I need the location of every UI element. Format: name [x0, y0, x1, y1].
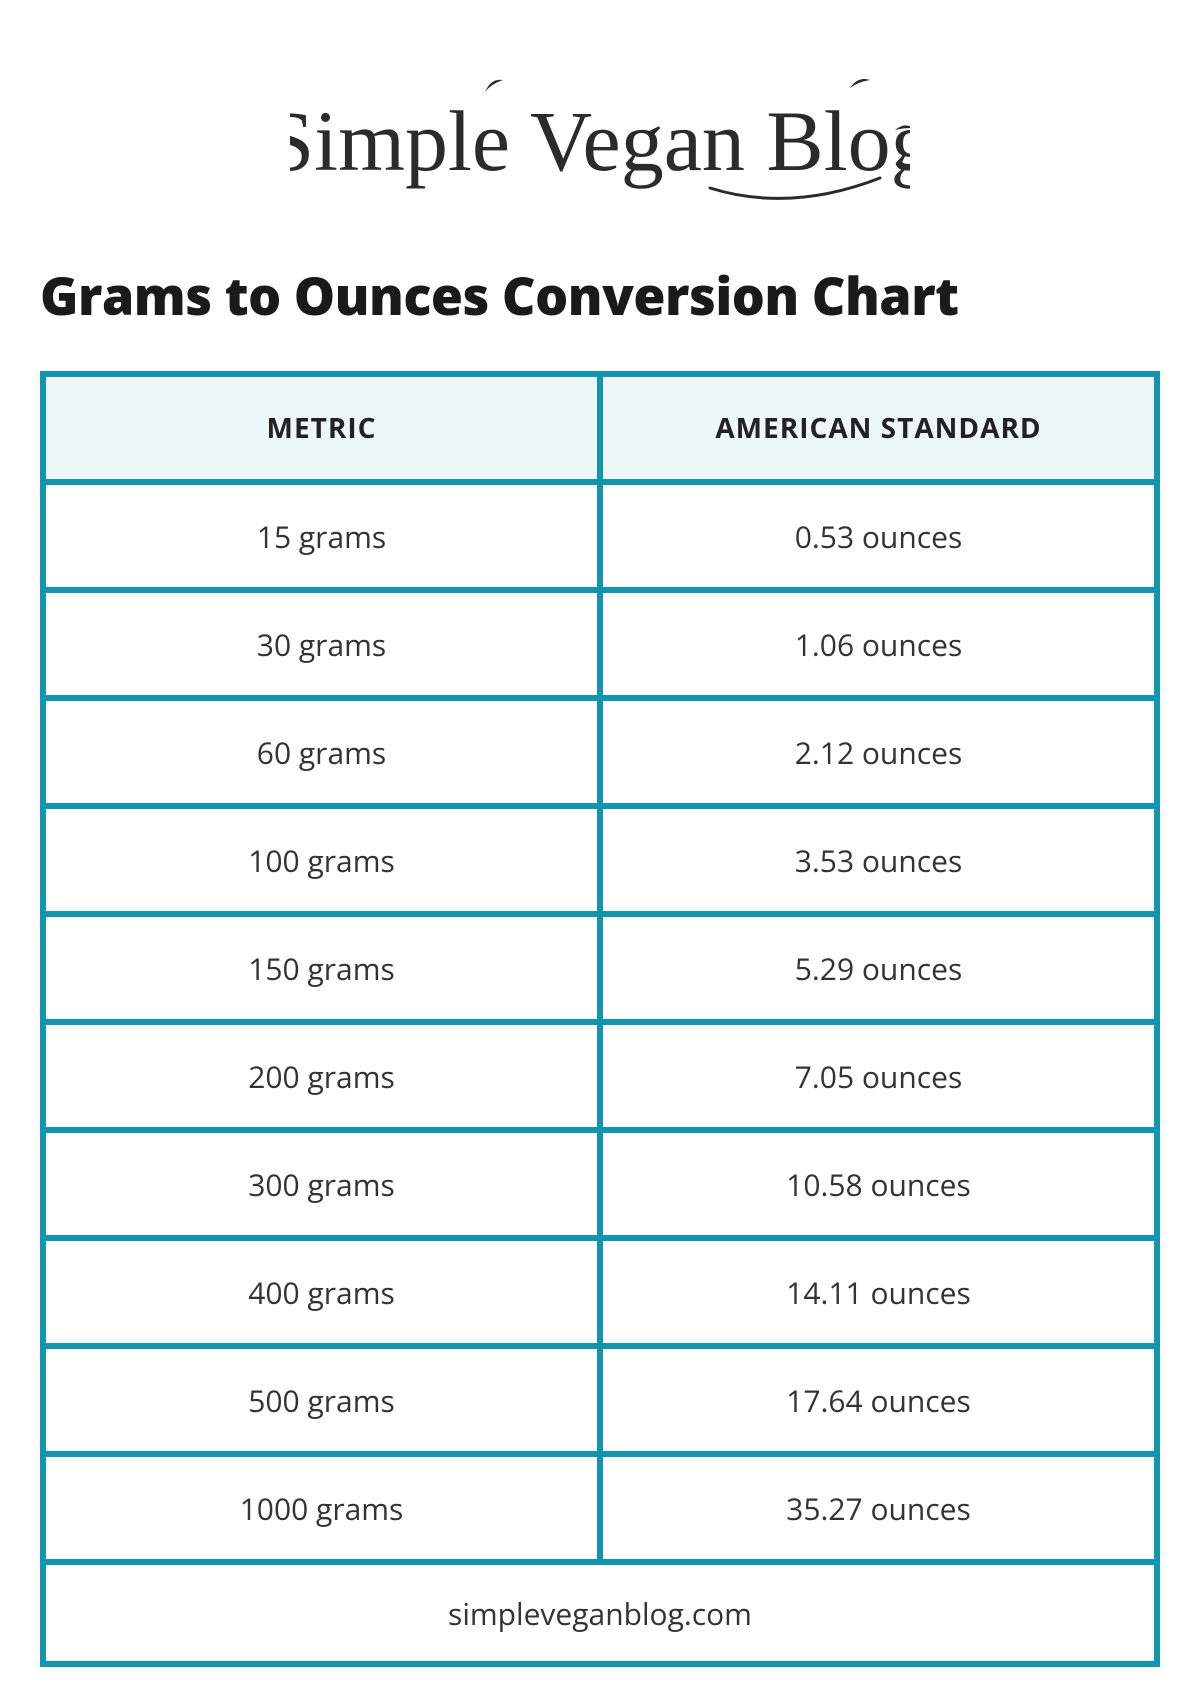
metric-cell: 500 grams: [46, 1349, 603, 1451]
page-title: Grams to Ounces Conversion Chart: [40, 260, 1160, 331]
table-row: 400 grams14.11 ounces: [46, 1241, 1154, 1349]
footer-cell: simpleveganblog.com: [46, 1565, 1154, 1661]
column-header: AMERICAN STANDARD: [603, 377, 1154, 479]
metric-cell: 100 grams: [46, 809, 603, 911]
metric-cell: 1000 grams: [46, 1457, 603, 1559]
table-row: 100 grams3.53 ounces: [46, 809, 1154, 917]
metric-cell: 200 grams: [46, 1025, 603, 1127]
table-row: 30 grams1.06 ounces: [46, 593, 1154, 701]
table-footer-row: simpleveganblog.com: [46, 1565, 1154, 1661]
table-row: 300 grams10.58 ounces: [46, 1133, 1154, 1241]
american-cell: 14.11 ounces: [603, 1241, 1154, 1343]
american-cell: 3.53 ounces: [603, 809, 1154, 911]
american-cell: 1.06 ounces: [603, 593, 1154, 695]
american-cell: 5.29 ounces: [603, 917, 1154, 1019]
table-row: 60 grams2.12 ounces: [46, 701, 1154, 809]
table-row: 500 grams17.64 ounces: [46, 1349, 1154, 1457]
table-row: 200 grams7.05 ounces: [46, 1025, 1154, 1133]
logo-svg: Simple Vegan Blog: [290, 70, 910, 220]
metric-cell: 15 grams: [46, 485, 603, 587]
conversion-table: METRICAMERICAN STANDARD15 grams0.53 ounc…: [40, 371, 1160, 1667]
american-cell: 17.64 ounces: [603, 1349, 1154, 1451]
american-cell: 10.58 ounces: [603, 1133, 1154, 1235]
table-row: 15 grams0.53 ounces: [46, 485, 1154, 593]
american-cell: 2.12 ounces: [603, 701, 1154, 803]
metric-cell: 400 grams: [46, 1241, 603, 1343]
american-cell: 0.53 ounces: [603, 485, 1154, 587]
metric-cell: 60 grams: [46, 701, 603, 803]
logo-text: Simple Vegan Blog: [290, 93, 910, 189]
metric-cell: 150 grams: [46, 917, 603, 1019]
metric-cell: 300 grams: [46, 1133, 603, 1235]
column-header: METRIC: [46, 377, 603, 479]
table-header-row: METRICAMERICAN STANDARD: [46, 377, 1154, 485]
table-row: 150 grams5.29 ounces: [46, 917, 1154, 1025]
american-cell: 7.05 ounces: [603, 1025, 1154, 1127]
metric-cell: 30 grams: [46, 593, 603, 695]
american-cell: 35.27 ounces: [603, 1457, 1154, 1559]
logo: Simple Vegan Blog: [40, 70, 1160, 225]
table-row: 1000 grams35.27 ounces: [46, 1457, 1154, 1565]
